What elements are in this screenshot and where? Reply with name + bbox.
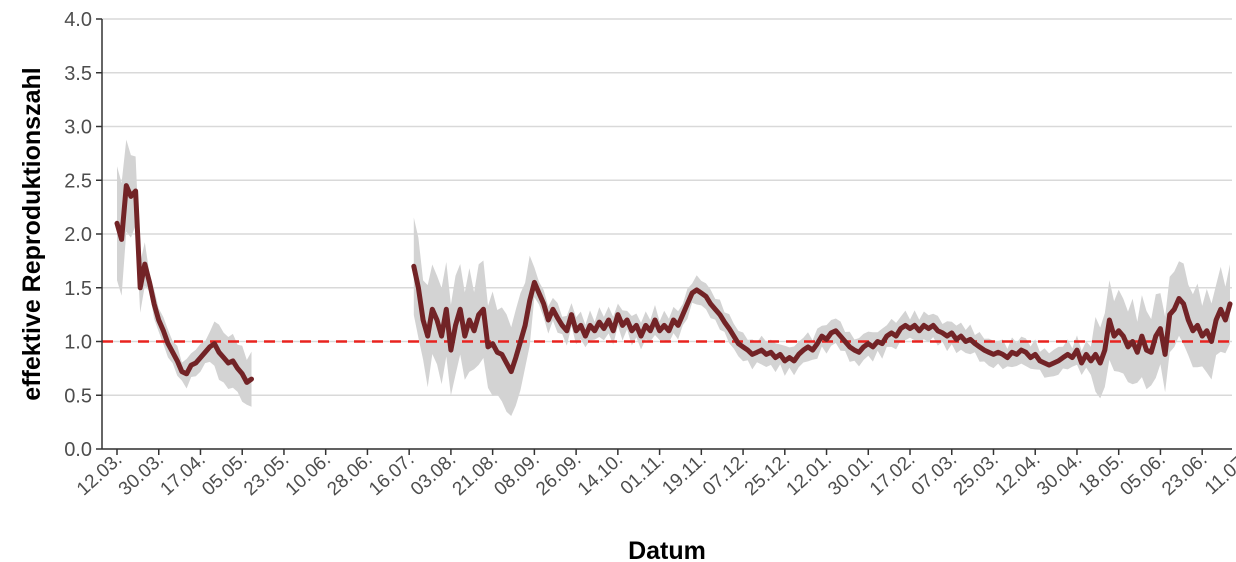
x-axis: 12.03.30.03.17.04.05.05.23.05.10.06.28.0… <box>73 448 1236 500</box>
y-tick-label: 1.5 <box>64 278 92 300</box>
x-tick-label: 05.06. <box>1116 449 1169 500</box>
x-tick-label: 21.08. <box>449 449 502 500</box>
x-tick-label: 11.07. <box>1201 449 1236 499</box>
x-tick-label: 16.07. <box>365 449 418 500</box>
x-tick-label: 30.03. <box>115 449 168 500</box>
y-tick-label: 1.0 <box>64 332 92 354</box>
x-tick-label: 17.02. <box>866 449 919 500</box>
x-tick-label: 14.10. <box>574 449 627 500</box>
y-tick-label: 2.5 <box>64 170 92 192</box>
y-tick-label: 2.0 <box>64 224 92 246</box>
y-tick-label: 0.0 <box>64 439 92 461</box>
x-tick-label: 12.04. <box>991 449 1044 500</box>
confidence-band <box>117 139 1230 416</box>
x-tick-label: 08.09. <box>490 449 543 500</box>
x-tick-label: 18.05. <box>1075 449 1128 500</box>
series-line <box>114 183 1233 385</box>
x-tick-label: 01.11. <box>617 449 669 499</box>
y-axis: 0.0 0.5 1.0 1.5 2.0 2.5 3.0 3.5 4.0 <box>64 9 103 461</box>
x-tick-label: 23.06. <box>1158 449 1211 500</box>
x-tick-label: 25.03. <box>950 449 1003 500</box>
x-tick-label: 30.01. <box>824 449 877 500</box>
x-tick-label: 30.04. <box>1033 449 1086 500</box>
x-tick-label: 23.05. <box>240 449 293 500</box>
y-tick-label: 4.0 <box>64 9 92 31</box>
y-tick-label: 0.5 <box>64 385 92 407</box>
x-tick-label: 05.05. <box>198 449 251 500</box>
x-tick-label: 03.08. <box>407 449 460 500</box>
grid-lines <box>102 18 1232 450</box>
x-tick-label: 25.12. <box>741 449 794 500</box>
x-tick-label: 26.09. <box>532 449 585 500</box>
x-tick-label: 10.06. <box>282 449 335 500</box>
x-tick-label: 07.12. <box>699 449 752 500</box>
x-axis-title: Datum <box>628 537 706 562</box>
x-tick-label: 28.06. <box>323 449 376 500</box>
y-tick-label: 3.5 <box>64 63 92 85</box>
x-tick-label: 19.11. <box>658 449 710 499</box>
y-tick-label: 3.0 <box>64 117 92 139</box>
x-tick-label: 07.03. <box>908 449 961 500</box>
x-tick-label: 17.04. <box>157 449 210 500</box>
y-axis-title: effektive Reproduktionszahl <box>18 67 46 400</box>
x-tick-label: 12.01. <box>783 449 836 500</box>
